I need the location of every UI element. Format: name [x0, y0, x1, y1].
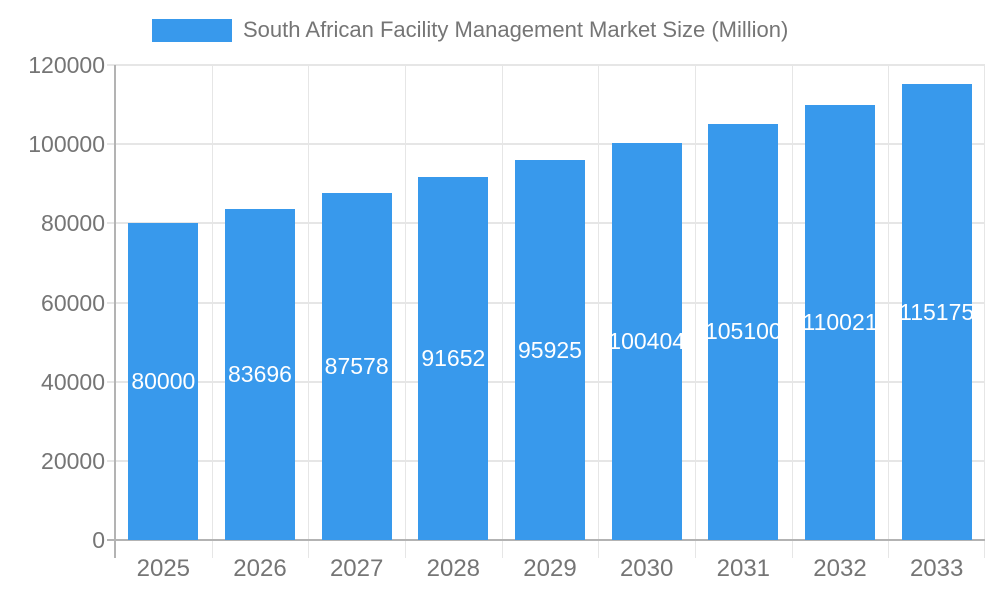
bar-value-label: 80000	[131, 368, 196, 395]
y-tick-label: 20000	[41, 447, 105, 474]
bar-2025: 80000	[128, 223, 199, 540]
gridline-x-2	[308, 65, 309, 558]
bar-2029: 95925	[515, 160, 585, 540]
bar-value-label: 83696	[228, 360, 292, 387]
bar-value-label: 91652	[421, 345, 486, 372]
legend-label: South African Facility Management Market…	[243, 17, 789, 42]
bar-2028: 91652	[418, 177, 489, 540]
legend: South African Facility Management Market…	[152, 17, 788, 43]
gridline-x-7	[792, 65, 793, 558]
x-tick-label-2030: 2030	[619, 555, 674, 582]
gridline-x-4	[502, 65, 503, 558]
gridline-x-8	[888, 65, 889, 558]
x-tick-label-2029: 2029	[523, 555, 577, 582]
bar-2033: 115175	[901, 84, 972, 540]
bar-2030: 100404	[611, 142, 682, 540]
bar-value-label: 110021	[805, 308, 875, 335]
bar-2032: 110021	[805, 104, 875, 540]
x-tick-label-2031: 2031	[716, 555, 771, 582]
y-tick-label: 40000	[41, 368, 105, 395]
legend-swatch	[152, 18, 232, 42]
gridline-y-120000	[107, 64, 985, 66]
y-axis-line	[114, 65, 116, 558]
x-tick-label-2032: 2032	[813, 555, 867, 582]
bar-value-label: 115175	[901, 298, 972, 325]
y-tick-label: 60000	[41, 289, 105, 316]
gridline-y-100000	[107, 143, 985, 146]
gridline-x-6	[695, 65, 696, 558]
x-tick-label-2026: 2026	[233, 555, 287, 582]
bar-value-label: 95925	[518, 336, 582, 363]
gridline-x-1	[212, 65, 213, 558]
plot-area: 0 20000 40000 60000 80000 100000 120000 80000 20…	[28, 52, 985, 582]
bar-2031: 105100	[708, 123, 779, 540]
bar-value-label: 105100	[708, 318, 779, 345]
bar-2027: 87578	[321, 193, 392, 540]
y-tick-label: 120000	[28, 52, 105, 78]
gridline-x-5	[598, 65, 599, 558]
bar-value-label: 87578	[324, 353, 389, 380]
gridline-x-9	[984, 65, 985, 558]
x-tick-label-2025: 2025	[136, 555, 191, 582]
y-tick-label: 0	[92, 527, 105, 553]
y-tick-label: 100000	[28, 131, 105, 158]
x-tick-label-2028: 2028	[426, 555, 481, 582]
x-tick-label-2033: 2033	[909, 555, 964, 582]
gridline-x-3	[405, 65, 406, 558]
bar-2026: 83696	[225, 208, 295, 540]
bar-value-label: 100404	[611, 327, 682, 354]
y-tick-label: 80000	[41, 210, 105, 237]
x-tick-label-2027: 2027	[329, 555, 384, 582]
x-axis-line	[107, 539, 985, 541]
